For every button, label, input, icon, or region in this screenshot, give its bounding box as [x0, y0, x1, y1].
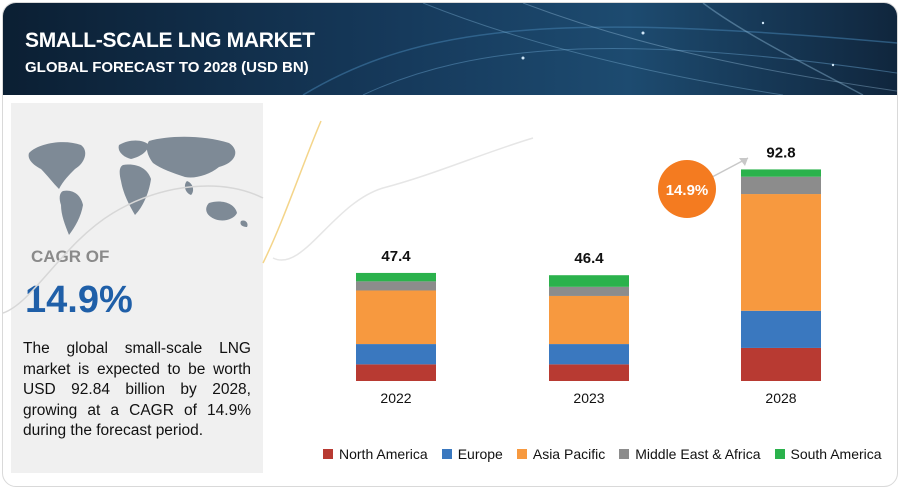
legend-item-asia-pacific: Asia Pacific [516, 446, 606, 462]
header-background-art [302, 3, 897, 95]
legend-item-europe: Europe [441, 446, 503, 462]
bar-2028-middle-east-africa [741, 176, 821, 195]
cagr-value: 14.9% [25, 279, 133, 321]
growth-arrow-head [739, 158, 748, 166]
decorative-swoosh [272, 137, 534, 261]
legend-item-north-america: North America [323, 446, 428, 462]
bar-2022-asia-pacific [356, 290, 436, 345]
bar-2023-north-america [549, 364, 629, 381]
bar-2023-asia-pacific [549, 295, 629, 345]
legend-swatch [441, 449, 452, 459]
legend-swatch [516, 449, 527, 459]
decorative-swoosh-gold [262, 120, 322, 264]
bar-2022-north-america [356, 364, 436, 381]
bar-2023-europe [549, 344, 629, 365]
legend-label: South America [790, 446, 882, 462]
header-banner: SMALL-SCALE LNG MARKET GLOBAL FORECAST T… [3, 3, 897, 95]
bar-2028-asia-pacific [741, 194, 821, 311]
total-labels-group: 47.4 46.4 92.8 [381, 144, 795, 267]
legend-swatch [774, 449, 785, 459]
bar-2023-south-america [549, 275, 629, 287]
bar-2028-north-america [741, 347, 821, 381]
chart-subtitle: GLOBAL FORECAST TO 2028 (USD BN) [25, 59, 309, 76]
cagr-badge-text: 14.9% [666, 182, 709, 199]
legend-label: Asia Pacific [532, 446, 606, 462]
legend-label: Middle East & Africa [635, 446, 761, 462]
legend-label: Europe [457, 446, 503, 462]
world-map-icon [28, 136, 248, 235]
total-label-2028: 92.8 [766, 144, 795, 161]
legend-label: North America [339, 446, 428, 462]
decorative-swoosh-left [3, 185, 264, 314]
stacked-bar-chart: 47.4 46.4 92.8 2022 2023 2028 14.9% [3, 120, 821, 406]
bar-2022-middle-east-africa [356, 281, 436, 291]
chart-legend: North America Europe Asia Pacific Middle Ea… [323, 446, 882, 462]
legend-swatch [323, 449, 333, 459]
cagr-badge-circle [658, 160, 716, 218]
legend-swatch [619, 449, 630, 459]
x-tick-2023: 2023 [573, 390, 604, 406]
cagr-label: CAGR OF [31, 247, 110, 266]
legend-item-south-america: South America [774, 446, 882, 462]
bar-2028-south-america [741, 169, 821, 177]
bar-2022-south-america [356, 272, 436, 282]
total-label-2022: 47.4 [381, 248, 411, 265]
bar-2028-europe [741, 310, 821, 348]
bars-group [356, 169, 821, 381]
summary-panel: CAGR OF 14.9% The global small-scale LNG… [11, 103, 263, 473]
total-label-2023: 46.4 [574, 250, 604, 267]
market-description: The global small-scale LNG market is exp… [23, 340, 251, 439]
x-tick-2022: 2022 [380, 390, 411, 406]
chart-title: SMALL-SCALE LNG MARKET [25, 29, 315, 52]
x-tick-2028: 2028 [765, 390, 796, 406]
legend-item-middle-east-africa: Middle East & Africa [619, 446, 761, 462]
x-tick-labels-group: 2022 2023 2028 [380, 390, 796, 406]
bar-2022-europe [356, 344, 436, 365]
bar-2023-middle-east-africa [549, 286, 629, 296]
